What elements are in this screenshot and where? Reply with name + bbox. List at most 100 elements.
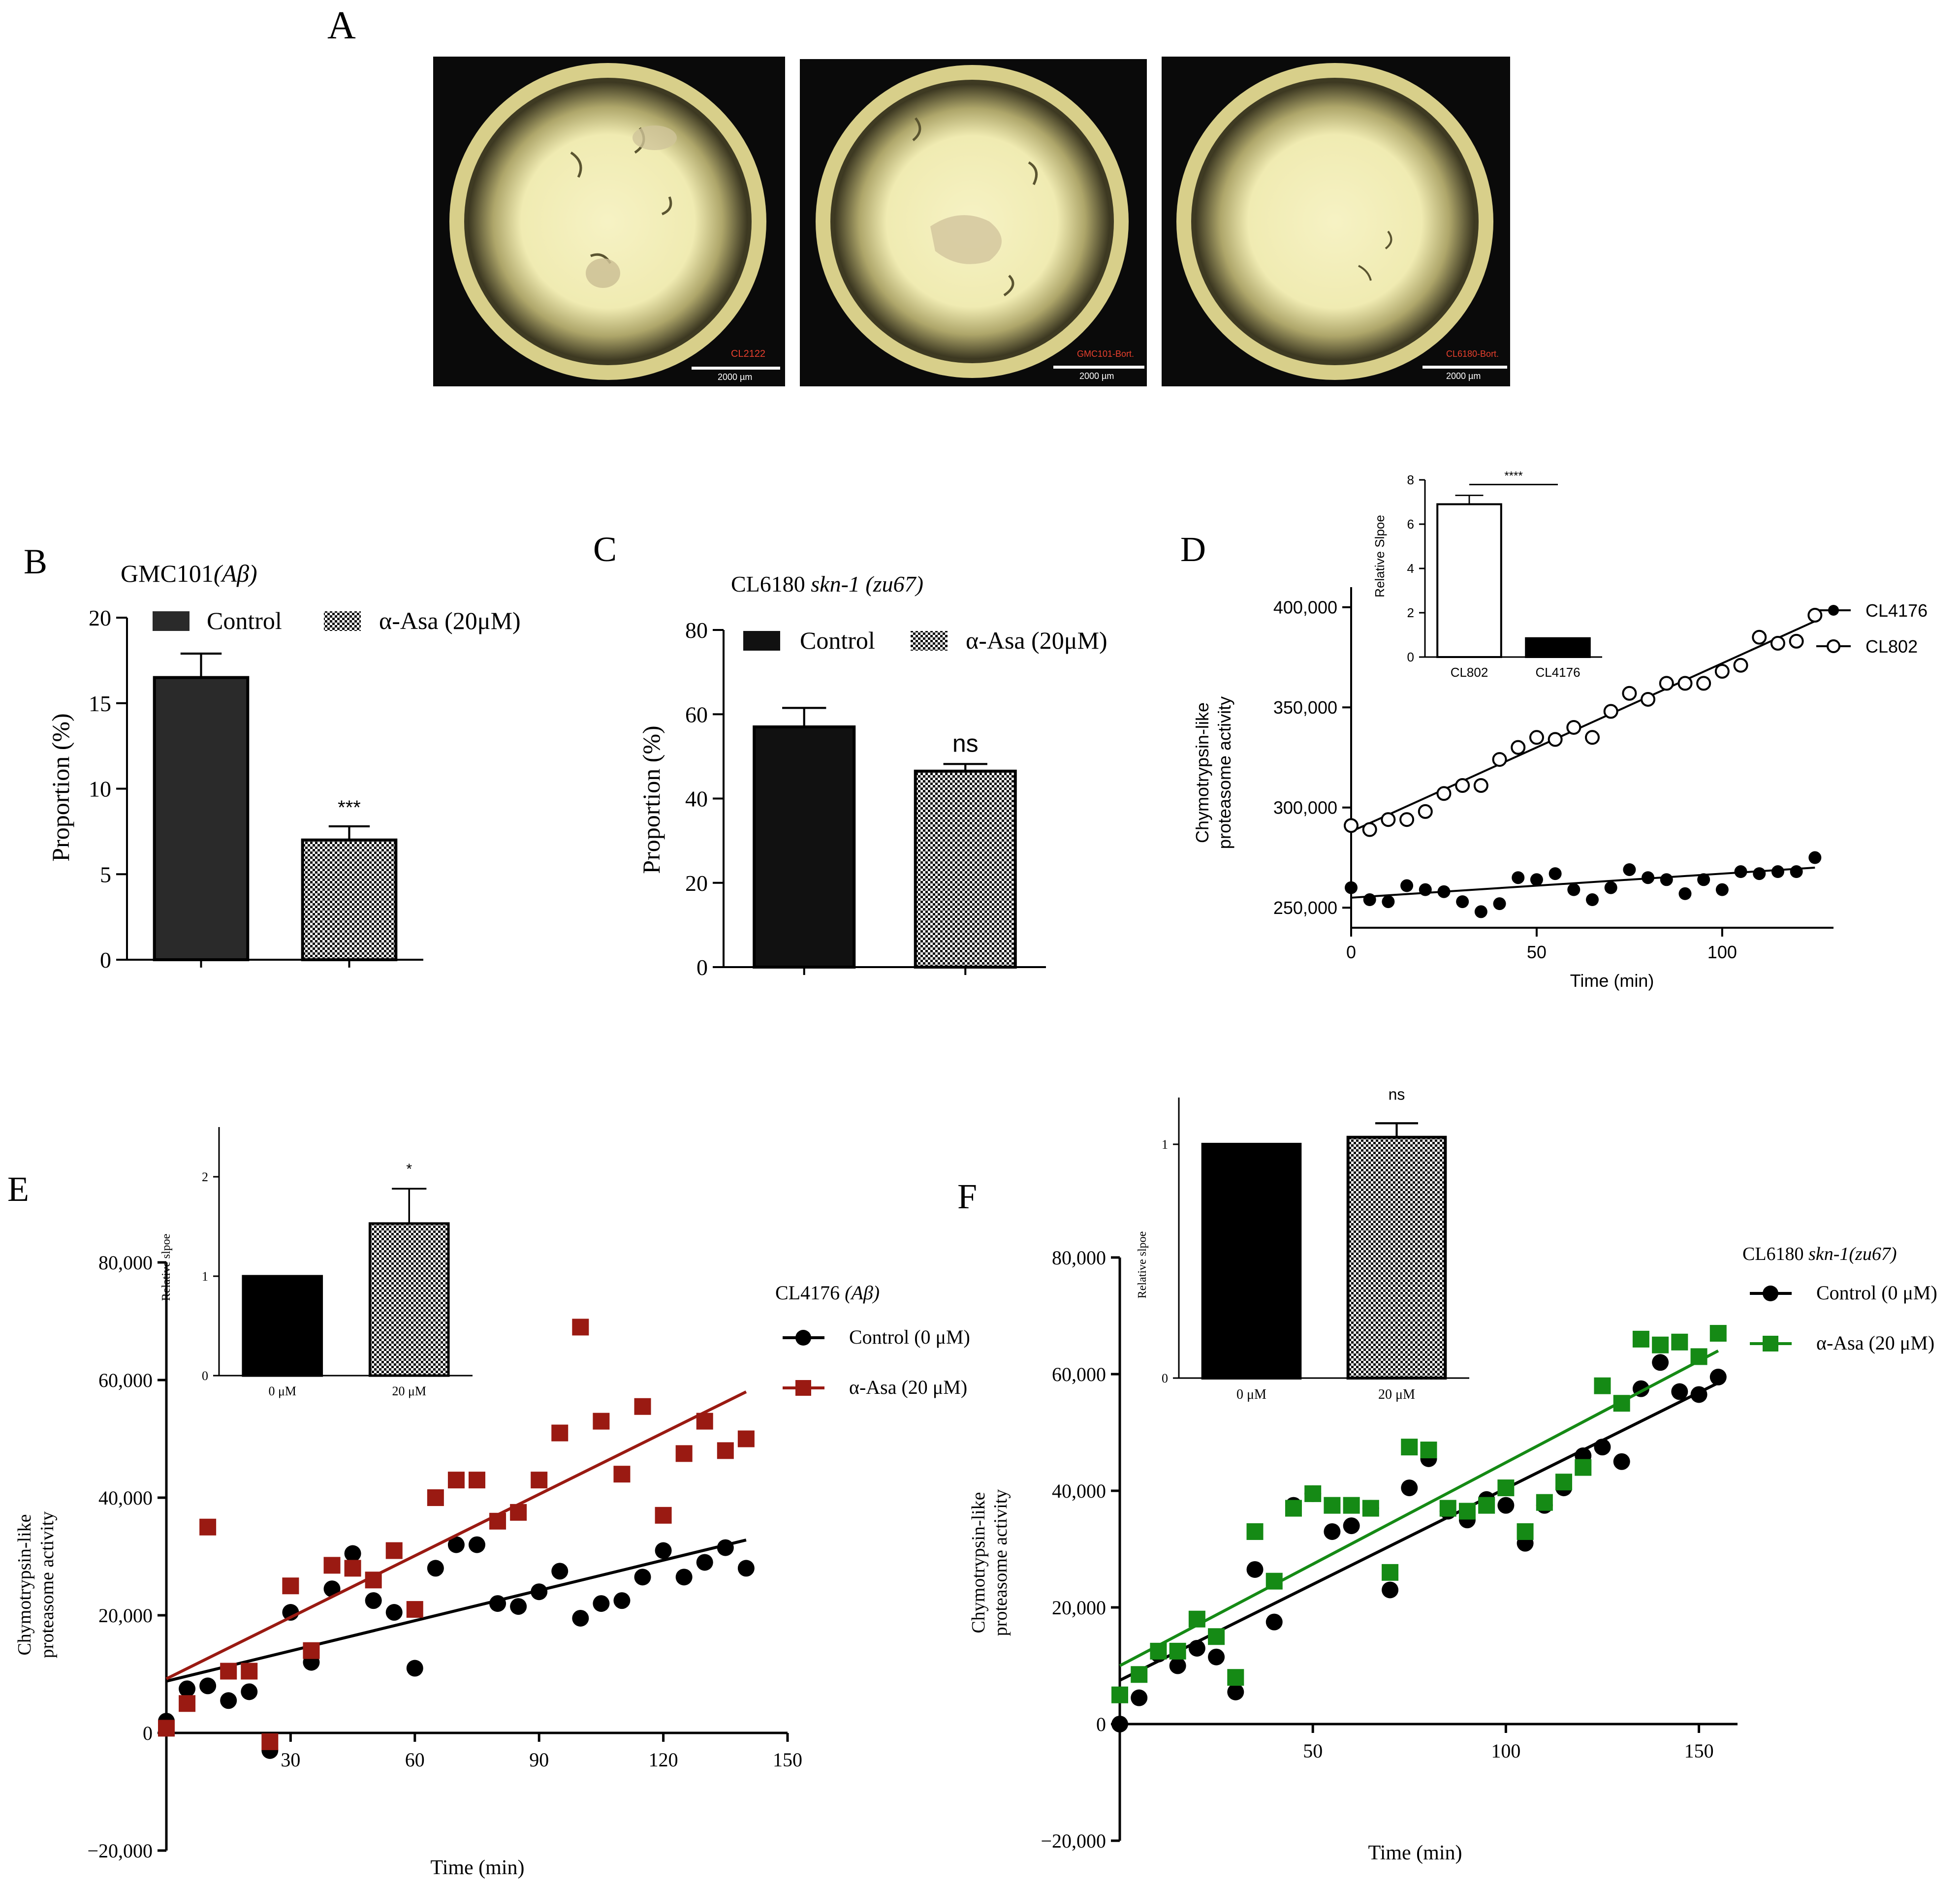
chart-e-point-1	[241, 1663, 258, 1680]
chart-e-point-1	[158, 1720, 175, 1737]
chart-c-legend-treated: α-Asa (20μM)	[966, 627, 1107, 654]
chart-e: Chymotrypsin-like proteasome activity Ti…	[14, 1127, 970, 1879]
chart-d-point-1	[1603, 704, 1618, 719]
chart-e-point-1	[737, 1430, 755, 1447]
chart-f-point-0	[1594, 1439, 1611, 1456]
chart-d-point-1	[1807, 607, 1823, 623]
chart-c-ytick-label: 0	[696, 955, 708, 980]
chart-b-legend-swatch-control	[153, 611, 190, 631]
chart-f-point-1	[1458, 1503, 1476, 1520]
chart-e-xtick-label: 150	[773, 1749, 802, 1771]
chart-e-point-0	[241, 1683, 258, 1700]
chart-f-point-1	[1265, 1572, 1283, 1590]
chart-c-legend-control: Control	[800, 627, 875, 654]
chart-b-title: GMC101(Aβ)	[121, 560, 257, 587]
chart-b-ytick-label: 15	[89, 691, 111, 716]
chart-f-point-1	[1343, 1497, 1360, 1514]
chart-d-point-1	[1733, 658, 1748, 673]
chart-f-inset-category-label-1: 20 μM	[1378, 1387, 1415, 1402]
chart-d-point-0	[1604, 881, 1617, 894]
chart-d-xlabel: Time (min)	[1570, 971, 1654, 991]
chart-f-point-0	[1671, 1383, 1688, 1400]
chart-f-point-0	[1401, 1479, 1418, 1497]
chart-d-point-1	[1473, 778, 1488, 793]
chart-f-ylabel-2: proteasome activity	[990, 1489, 1011, 1636]
chart-b-ytick-label: 20	[89, 605, 111, 630]
chart-d-point-1	[1677, 676, 1693, 691]
chart-f-point-0	[1690, 1386, 1707, 1403]
chart-c-legend-swatch-treated	[911, 631, 948, 651]
chart-c-ytick-label: 40	[685, 786, 708, 812]
chart-d: Chymotrypsin-like proteasome activity Ti…	[1192, 470, 1928, 991]
chart-d-point-0	[1678, 887, 1692, 900]
chart-c-title: CL6180 skn-1 (zu67)	[731, 571, 923, 597]
chart-f-point-1	[1478, 1497, 1495, 1514]
chart-d-ytick-label: 250,000	[1273, 898, 1337, 918]
chart-d-point-0	[1363, 893, 1376, 907]
chart-b-bar-1	[301, 838, 398, 961]
chart-d-inset-ylabel: Relative Slpoe	[1372, 515, 1387, 597]
chart-d-point-1	[1381, 812, 1396, 827]
chart-e-point-1	[199, 1518, 217, 1536]
chart-f-point-1	[1150, 1642, 1167, 1660]
chart-b-ylabel: Proportion (%)	[47, 713, 74, 861]
chart-f-point-1	[1575, 1459, 1592, 1476]
plate-label-1: CL2122	[731, 348, 765, 359]
chart-e-point-0	[179, 1680, 196, 1697]
chart-d-inset-ytick-label: 6	[1407, 517, 1414, 532]
chart-e-point-1	[385, 1542, 403, 1559]
chart-d-point-1	[1641, 691, 1656, 707]
chart-d-inset-ytick-label: 0	[1407, 650, 1414, 664]
chart-e-inset-ytick-label: 0	[202, 1369, 208, 1383]
chart-d-point-1	[1492, 752, 1507, 767]
chart-f-point-1	[1285, 1500, 1302, 1517]
chart-d-point-1	[1362, 822, 1377, 837]
chart-e-point-1	[675, 1445, 693, 1462]
chart-d-point-1	[1622, 686, 1637, 701]
chart-d-xtick-label: 100	[1707, 942, 1737, 962]
chart-f-point-1	[1169, 1642, 1186, 1660]
chart-f-point-0	[1227, 1683, 1244, 1700]
plate-image-3: CL6180-Bort. 2000 µm	[1162, 57, 1510, 386]
chart-e-point-0	[489, 1595, 506, 1612]
scale-text-3: 2000 µm	[1446, 371, 1481, 381]
chart-d-point-0	[1642, 871, 1655, 884]
chart-f-inset-ytick-label: 0	[1162, 1371, 1168, 1385]
chart-f-legend-marker-control	[1763, 1286, 1778, 1301]
chart-e-point-0	[427, 1560, 444, 1577]
chart-e-point-0	[344, 1545, 361, 1562]
chart-d-point-1	[1529, 730, 1544, 745]
chart-b-ytick-label: 5	[100, 862, 111, 887]
chart-e-point-1	[406, 1601, 423, 1618]
chart-f-point-1	[1613, 1395, 1630, 1412]
chart-f-point-0	[1497, 1497, 1515, 1514]
chart-d-point-0	[1734, 865, 1747, 879]
chart-d-point-0	[1753, 867, 1766, 880]
chart-f-point-0	[1613, 1453, 1630, 1470]
chart-d-inset-category-label-1: CL4176	[1535, 665, 1580, 680]
chart-f-point-0	[1652, 1354, 1669, 1371]
chart-d-point-1	[1455, 778, 1470, 793]
chart-e-point-0	[365, 1592, 382, 1609]
panel-label-a: A	[327, 4, 356, 47]
chart-e-point-0	[634, 1569, 651, 1586]
chart-e-legend-control: Control (0 μM)	[849, 1326, 970, 1348]
chart-d-point-0	[1512, 871, 1525, 884]
chart-e-point-0	[469, 1536, 485, 1553]
chart-d-fit-line-1	[1351, 620, 1816, 833]
chart-f-point-1	[1111, 1686, 1128, 1703]
chart-e-xlabel: Time (min)	[431, 1856, 525, 1879]
chart-e-point-1	[220, 1663, 237, 1680]
chart-d-point-0	[1419, 883, 1432, 896]
chart-e-point-0	[199, 1677, 217, 1695]
chart-e-point-1	[282, 1577, 299, 1595]
chart-e-xtick-label: 90	[529, 1749, 549, 1771]
chart-f-legend-control: Control (0 μM)	[1816, 1282, 1937, 1304]
chart-f-xlabel: Time (min)	[1368, 1842, 1462, 1864]
chart-c-ylabel: Proportion (%)	[637, 725, 665, 874]
panel-a: CL2122 2000 µm GMC101-Bort. 2000 µm CL61…	[433, 57, 1510, 386]
chart-c: CL6180 skn-1 (zu67) Control α-Asa (20μM)…	[637, 571, 1107, 980]
chart-f-point-1	[1671, 1333, 1688, 1351]
chart-f-inset-bar-1	[1346, 1135, 1447, 1380]
